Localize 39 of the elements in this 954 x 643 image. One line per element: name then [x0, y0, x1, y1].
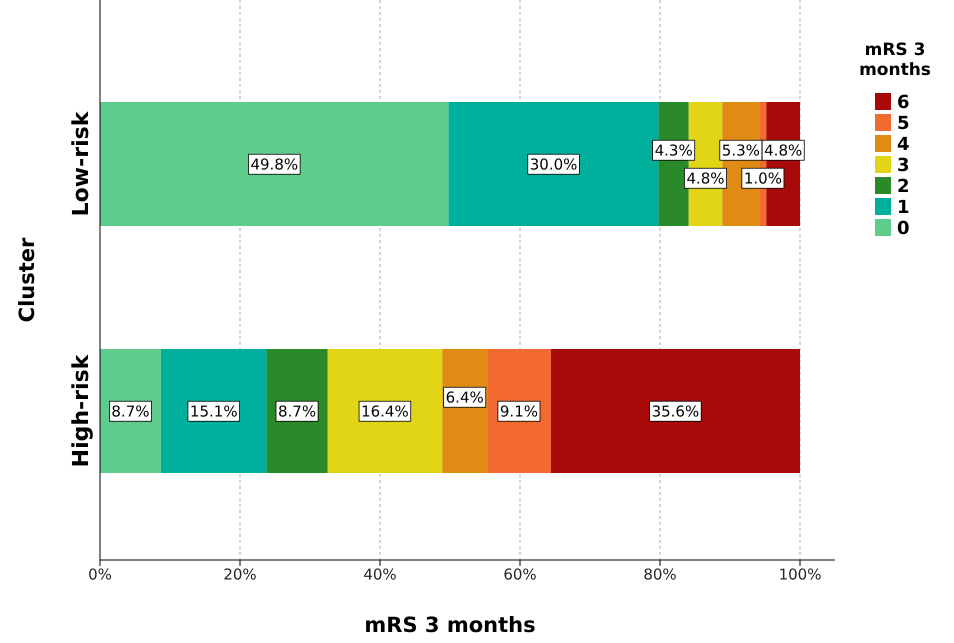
bar — [328, 349, 442, 473]
data-label: 49.8% — [250, 155, 298, 174]
legend-label: 4 — [897, 134, 910, 155]
legend-label: 1 — [897, 197, 910, 218]
data-label: 16.4% — [361, 402, 409, 420]
data-label: 8.7% — [111, 402, 150, 420]
data-label: 6.4% — [446, 388, 484, 406]
bar — [100, 102, 449, 226]
data-label: 35.6% — [652, 402, 700, 420]
data-label: 30.0% — [530, 155, 578, 174]
y-axis-title: Cluster — [15, 237, 39, 322]
bar — [266, 349, 328, 473]
x-tick-label: 100% — [778, 566, 822, 584]
legend-label: 6 — [897, 92, 910, 113]
y-tick-label: Low-risk — [69, 110, 94, 216]
bar — [100, 349, 161, 473]
legend-label: 3 — [897, 155, 910, 176]
x-tick-label: 60% — [503, 566, 537, 584]
legend-label: 0 — [897, 218, 910, 239]
x-tick-label: 0% — [88, 566, 112, 584]
bar — [550, 349, 800, 473]
y-tick-label: High-risk — [69, 353, 94, 468]
legend-title: mRS 3 months — [859, 40, 931, 80]
x-tick-label: 80% — [643, 566, 677, 584]
data-label: 15.1% — [190, 402, 238, 420]
legend-label: 2 — [897, 176, 910, 197]
data-label: 5.3% — [722, 141, 760, 160]
x-tick-label: 40% — [363, 566, 397, 584]
data-label: 8.7% — [278, 402, 316, 420]
bar — [160, 349, 267, 473]
bar — [487, 349, 551, 473]
data-label: 1.0% — [744, 169, 782, 188]
x-tick-label: 20% — [223, 566, 257, 584]
data-label: 9.1% — [500, 402, 538, 420]
data-label: 4.8% — [764, 141, 802, 160]
legend-label: 5 — [897, 113, 910, 134]
x-axis-title: mRS 3 months — [364, 613, 536, 637]
data-label: 4.8% — [686, 169, 725, 188]
data-label: 4.3% — [654, 141, 693, 160]
